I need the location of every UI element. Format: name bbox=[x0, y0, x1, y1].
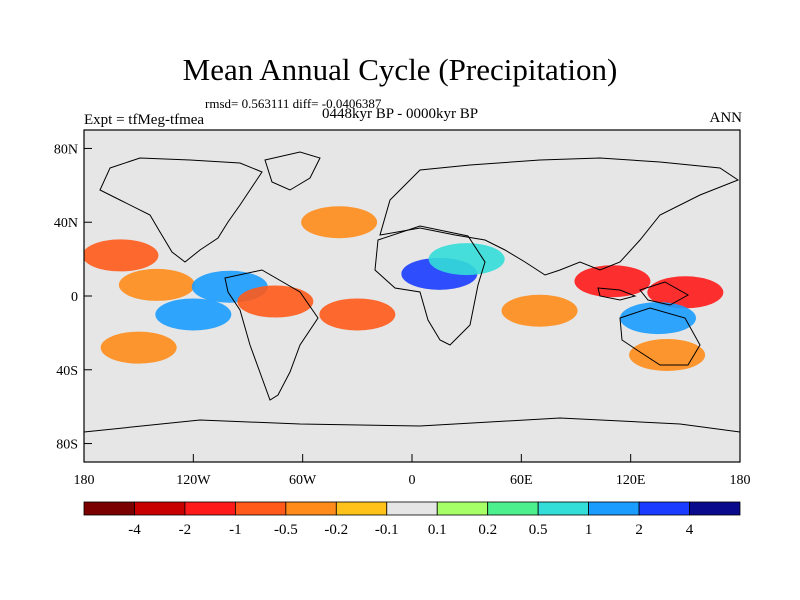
colorbar-swatch bbox=[134, 501, 186, 516]
season-label: ANN bbox=[709, 110, 743, 126]
lon-tick-label: 60W bbox=[289, 473, 317, 488]
anomaly-patch bbox=[155, 298, 232, 331]
colorbar-swatch bbox=[234, 501, 287, 516]
map-title: Mean Annual Cycle (Precipitation) bbox=[182, 52, 618, 87]
anomaly-patch bbox=[428, 243, 505, 276]
anomaly-patch bbox=[501, 294, 578, 327]
colorbar-label: -0.5 bbox=[274, 522, 298, 538]
colorbar-swatch bbox=[689, 501, 741, 516]
anomaly-patch bbox=[620, 302, 696, 335]
colorbar: -4 -2 -1 -0.5 -0.2 -0.1 0.1 0.2 0.5 1 2 4 bbox=[83, 501, 741, 538]
anomaly-patch bbox=[629, 339, 706, 372]
colorbar-label: 0.1 bbox=[428, 522, 447, 538]
colorbar-swatch bbox=[487, 501, 539, 516]
lat-tick-label: 80S bbox=[56, 438, 78, 453]
period-line: 0448kyr BP - 0000kyr BP bbox=[322, 106, 479, 122]
colorbar-swatch bbox=[83, 501, 135, 516]
colorbar-swatch bbox=[588, 501, 640, 516]
colorbar-label: 4 bbox=[686, 522, 694, 538]
coastlines bbox=[84, 151, 740, 433]
lat-tick-label: 40S bbox=[56, 364, 78, 379]
lat-tick-label: 80N bbox=[54, 142, 78, 157]
colorbar-label: -1 bbox=[229, 522, 242, 538]
anomaly-patch bbox=[574, 265, 651, 298]
anomaly-field bbox=[84, 206, 724, 372]
colorbar-label: -2 bbox=[179, 522, 192, 538]
anomaly-patch bbox=[118, 268, 195, 301]
colorbar-swatch bbox=[537, 501, 590, 516]
colorbar-swatch bbox=[436, 501, 489, 516]
lon-tick-label: 180 bbox=[74, 473, 95, 488]
stats-line: rmsd= 0.563111 diff= -0.0406387 bbox=[205, 96, 382, 111]
anomaly-patch bbox=[319, 298, 396, 331]
anomaly-patch bbox=[84, 239, 159, 272]
lon-tick-label: 180 bbox=[730, 473, 751, 488]
anomaly-patch bbox=[237, 285, 314, 318]
anomaly-patch bbox=[100, 331, 177, 364]
colorbar-swatch bbox=[386, 501, 438, 516]
lon-tick-label: 60E bbox=[510, 473, 533, 488]
colorbar-label: -4 bbox=[128, 522, 141, 538]
lat-tick-label: 40N bbox=[54, 216, 78, 231]
colorbar-label: -0.1 bbox=[375, 522, 399, 538]
lon-tick-label: 0 bbox=[409, 473, 416, 488]
colorbar-label: 1 bbox=[585, 522, 593, 538]
lon-tick-label: 120E bbox=[616, 473, 646, 488]
colorbar-swatch bbox=[184, 501, 236, 516]
colorbar-swatch bbox=[638, 501, 690, 516]
experiment-label: Expt = tfMeg-tfmea bbox=[84, 112, 205, 128]
colorbar-label: 0.5 bbox=[529, 522, 548, 538]
lon-tick-label: 120W bbox=[176, 473, 211, 488]
colorbar-label: 2 bbox=[635, 522, 643, 538]
plot-background bbox=[84, 130, 740, 462]
colorbar-swatch bbox=[285, 501, 337, 516]
axes: 80N 40N 0 40S 80S 180 120W 60W 0 60E 120E 180 bbox=[54, 142, 751, 488]
anomaly-patch bbox=[647, 276, 724, 309]
colorbar-label: -0.2 bbox=[324, 522, 348, 538]
lat-tick-label: 0 bbox=[71, 290, 78, 305]
anomaly-patch bbox=[301, 206, 378, 239]
colorbar-swatch bbox=[335, 501, 388, 516]
colorbar-label: 0.2 bbox=[478, 522, 497, 538]
